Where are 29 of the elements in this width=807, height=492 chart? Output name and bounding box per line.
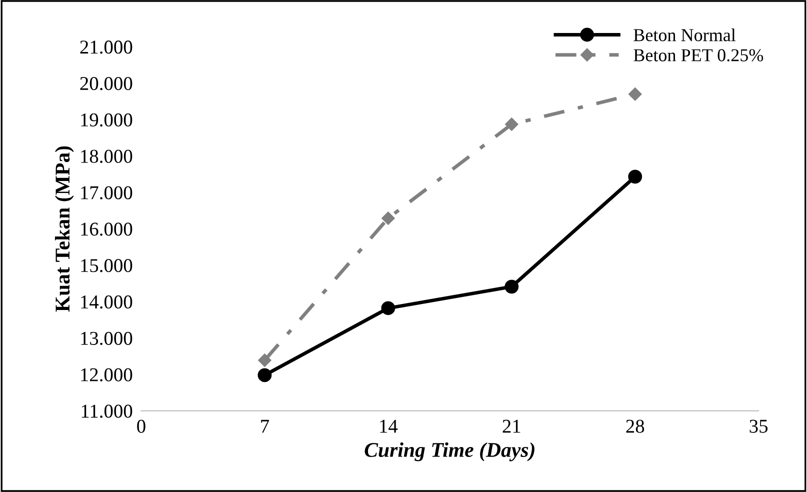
x-axis-title: Curing Time (Days): [364, 442, 534, 462]
y-tick-label: 14.000: [81, 295, 132, 309]
point: [504, 280, 519, 294]
point: [628, 170, 642, 184]
point: [505, 118, 518, 131]
x-tick-label: 28: [626, 420, 644, 433]
x-tick-label: 35: [750, 420, 768, 433]
y-tick-label: 21.000: [80, 40, 132, 54]
point: [258, 354, 272, 367]
y-tick-label: 18.000: [81, 150, 132, 163]
point: [381, 301, 396, 316]
point: [628, 87, 642, 101]
x-tick-label: 14: [380, 420, 398, 433]
y-tick-label: 17.000: [81, 186, 132, 200]
y-tick-label: 16.000: [81, 222, 132, 236]
x-tick-label: 0: [137, 420, 146, 433]
x-tick-label: 21: [502, 420, 520, 433]
y-tick-label: 13.000: [81, 332, 132, 346]
y-tick-label: 12.000: [81, 368, 132, 382]
y-tick-label: 20.000: [80, 76, 132, 90]
point: [258, 368, 272, 382]
y-axis-title: Kuat Tekan (MPa): [54, 146, 74, 312]
x-tick-label: 7: [261, 420, 269, 433]
point: [382, 212, 395, 225]
legend-label: Beton Normal: [634, 28, 736, 42]
y-tick-label: 11.000: [82, 404, 132, 418]
y-tick-label: 15.000: [81, 259, 132, 272]
legend-label: Beton PET 0.25%: [634, 49, 764, 62]
y-tick-label: 19.000: [81, 113, 132, 127]
